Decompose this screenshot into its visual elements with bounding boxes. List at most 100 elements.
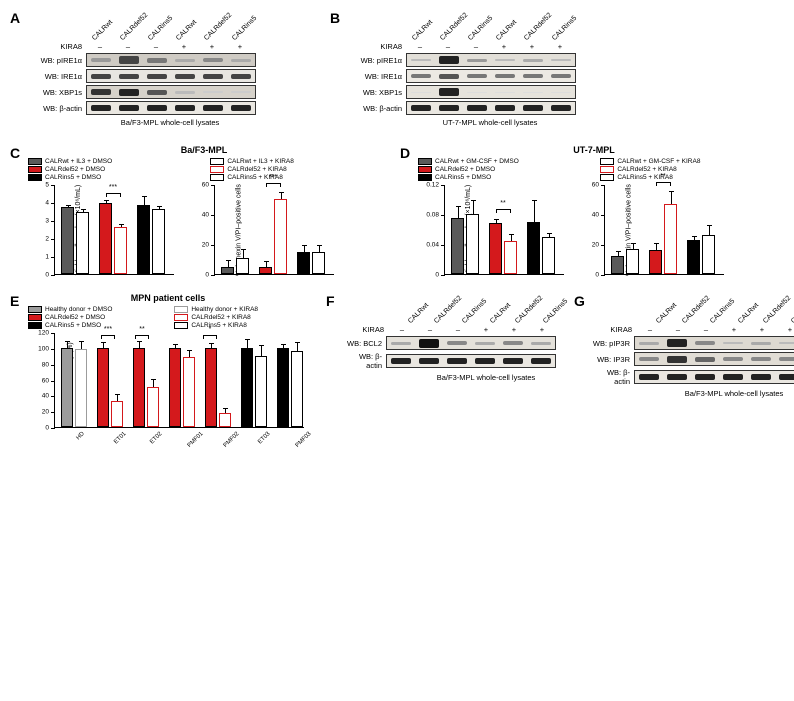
blot-band	[551, 105, 571, 111]
lane-label: CALRdel52	[681, 300, 706, 325]
legend: Healthy donor + DMSOHealthy donor + KIRA…	[28, 306, 308, 329]
significance-label: ***	[95, 326, 121, 333]
bar	[542, 237, 555, 275]
ytick-label: 5	[45, 182, 49, 189]
blot-band	[419, 339, 439, 348]
ytick-label: 0	[45, 425, 49, 432]
blot-band	[467, 59, 487, 62]
blot-band	[551, 74, 571, 78]
blot-band	[551, 92, 571, 93]
figure: ACALRwtCALRdel52CALRins5CALRwtCALRdel52C…	[0, 0, 794, 466]
blot-band	[723, 342, 743, 344]
blot-band	[495, 59, 515, 61]
blot-band	[751, 374, 771, 380]
blot-caption: UT-7-MPL whole-cell lysates	[406, 118, 574, 127]
blot-band	[723, 357, 743, 361]
blot-strip	[406, 69, 576, 83]
lane-label: CALRins5	[542, 300, 567, 325]
treatment-sign: +	[776, 325, 794, 334]
blot-band	[119, 105, 139, 111]
bar-chart: 0204060% Annexin V/PI–positive cells***	[188, 185, 338, 275]
lane-label: CALRwt	[489, 302, 512, 325]
panel-letter: B	[330, 10, 340, 26]
bar-chart: 012345Viable cell number (×10⁶/mL)***	[28, 185, 178, 275]
bar	[297, 252, 310, 275]
bar	[183, 357, 195, 427]
ytick-label: 0.04	[426, 242, 439, 249]
treatment-sign: +	[720, 325, 748, 334]
blot-band	[523, 105, 543, 111]
ytick-label: 20	[592, 242, 599, 249]
treatment-sign: –	[664, 325, 692, 334]
ytick-label: 60	[592, 182, 599, 189]
panel-E: EMPN patient cellsHealthy donor + DMSOHe…	[10, 293, 308, 456]
legend-swatch	[600, 158, 614, 165]
ytick-label: 40	[202, 212, 209, 219]
blot-band	[551, 59, 571, 61]
blot-band	[495, 92, 515, 93]
treatment-sign: +	[500, 325, 528, 334]
legend-label: CALRdel52 + DMSO	[435, 166, 495, 173]
bar	[137, 205, 150, 274]
bar	[664, 204, 677, 275]
blot-band	[695, 357, 715, 362]
treatment-sign: –	[406, 42, 434, 51]
lane-label: CALRins5	[709, 300, 734, 325]
blot-band	[495, 105, 515, 111]
bar	[75, 349, 87, 427]
treatment-sign: –	[692, 325, 720, 334]
blot-label: WB: IP3R	[592, 355, 634, 364]
legend-label: CALRwt + GM-CSF + DMSO	[435, 158, 519, 165]
panel-A: ACALRwtCALRdel52CALRins5CALRwtCALRdel52C…	[10, 10, 290, 127]
blot-label: WB: pIRE1α	[348, 56, 406, 65]
treatment-sign: –	[434, 42, 462, 51]
blot-band	[503, 358, 523, 364]
lane-label: CALRwt	[737, 302, 760, 325]
blot-band	[175, 59, 195, 62]
legend-swatch	[174, 314, 188, 321]
ytick-label: 40	[42, 393, 49, 400]
blot-band	[439, 56, 459, 64]
blot-band	[439, 88, 459, 96]
panel-letter: G	[574, 293, 585, 309]
legend-swatch	[210, 166, 224, 173]
bar	[702, 235, 715, 274]
blot-band	[175, 105, 195, 111]
blot-band	[411, 105, 431, 111]
bar	[255, 356, 267, 427]
blot-strip	[86, 85, 256, 99]
blot-band	[779, 357, 794, 361]
lane-label: CALRwt	[411, 17, 436, 42]
legend-label: CALRwt + IL3 + KIRA8	[227, 158, 293, 165]
bar	[99, 203, 112, 274]
lane-label: CALRwt	[407, 302, 430, 325]
legend-swatch	[28, 174, 42, 181]
blot-strip	[406, 85, 576, 99]
lane-label: CALRwt	[91, 17, 116, 42]
x-axis-label: PMF01	[187, 431, 205, 449]
lane-label: CALRins5	[147, 17, 172, 42]
ytick-label: 0	[595, 272, 599, 279]
blot-band	[639, 357, 659, 361]
bar	[611, 256, 624, 274]
significance-label: ***	[106, 184, 121, 191]
blot-band	[439, 105, 459, 111]
legend-label: CALRins5 + DMSO	[435, 174, 491, 181]
blot-strip	[86, 101, 256, 115]
bar	[312, 252, 325, 275]
blot-label: WB: pIP3R	[592, 339, 634, 348]
legend-swatch	[600, 166, 614, 173]
blot-band	[723, 374, 743, 380]
x-axis-label: ET02	[149, 431, 163, 445]
blot-band	[667, 356, 687, 363]
ytick-label: 4	[45, 200, 49, 207]
bar	[451, 218, 464, 274]
lane-label: CALRins5	[790, 300, 794, 325]
blot-strip	[86, 69, 256, 83]
bar	[169, 348, 181, 427]
bar	[274, 199, 287, 274]
legend-swatch	[28, 166, 42, 173]
blot-band	[203, 91, 223, 93]
bar	[277, 348, 289, 427]
legend-label: CALRdel52 + KIRA8	[227, 166, 286, 173]
